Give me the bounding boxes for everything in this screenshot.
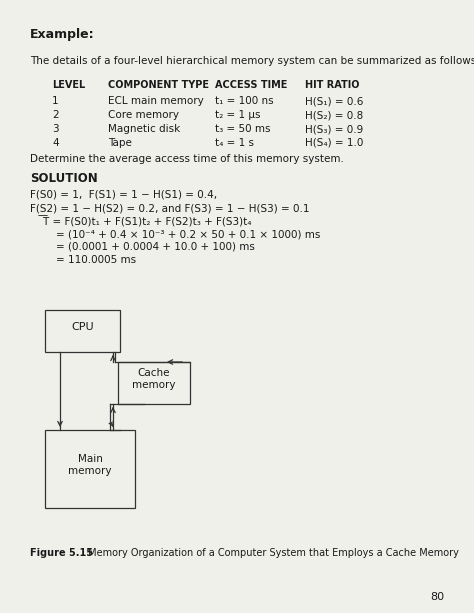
Text: H(S₂) = 0.8: H(S₂) = 0.8 <box>305 110 363 120</box>
Text: Figure 5.15: Figure 5.15 <box>30 548 93 558</box>
Bar <box>45 430 135 508</box>
Text: SOLUTION: SOLUTION <box>30 172 98 185</box>
Text: Tape: Tape <box>108 138 132 148</box>
Text: = 110.0005 ms: = 110.0005 ms <box>30 255 136 265</box>
Text: F(S2) = 1 − H(S2) = 0.2, and F(S3) = 1 − H(S3) = 0.1: F(S2) = 1 − H(S2) = 0.2, and F(S3) = 1 −… <box>30 203 310 213</box>
Text: The details of a four-level hierarchical memory system can be summarized as foll: The details of a four-level hierarchical… <box>30 56 474 66</box>
Text: ACCESS TIME: ACCESS TIME <box>215 80 287 90</box>
Text: Magnetic disk: Magnetic disk <box>108 124 180 134</box>
Text: 3: 3 <box>52 124 59 134</box>
Bar <box>45 310 120 352</box>
Text: H(S₃) = 0.9: H(S₃) = 0.9 <box>305 124 363 134</box>
Text: COMPONENT TYPE: COMPONENT TYPE <box>108 80 209 90</box>
Text: CPU: CPU <box>71 322 94 332</box>
Text: ͞T = F(S0)t₁ + F(S1)t₂ + F(S2)t₃ + F(S3)t₄: ͞T = F(S0)t₁ + F(S1)t₂ + F(S2)t₃ + F(S3)… <box>30 216 252 227</box>
Bar <box>118 362 190 404</box>
Text: Determine the average access time of this memory system.: Determine the average access time of thi… <box>30 154 344 164</box>
Text: 2: 2 <box>52 110 59 120</box>
Text: H(S₄) = 1.0: H(S₄) = 1.0 <box>305 138 364 148</box>
Text: 4: 4 <box>52 138 59 148</box>
Text: Cache
memory: Cache memory <box>132 368 176 390</box>
Text: t₂ = 1 μs: t₂ = 1 μs <box>215 110 261 120</box>
Text: t₁ = 100 ns: t₁ = 100 ns <box>215 96 273 106</box>
Text: = (10⁻⁴ + 0.4 × 10⁻³ + 0.2 × 50 + 0.1 × 1000) ms: = (10⁻⁴ + 0.4 × 10⁻³ + 0.2 × 50 + 0.1 × … <box>30 229 320 239</box>
Text: F(S0) = 1,  F(S1) = 1 − H(S1) = 0.4,: F(S0) = 1, F(S1) = 1 − H(S1) = 0.4, <box>30 190 217 200</box>
Text: LEVEL: LEVEL <box>52 80 85 90</box>
Text: Core memory: Core memory <box>108 110 179 120</box>
Text: 80: 80 <box>430 592 444 602</box>
Text: t₃ = 50 ms: t₃ = 50 ms <box>215 124 271 134</box>
Text: Memory Organization of a Computer System that Employs a Cache Memory: Memory Organization of a Computer System… <box>84 548 458 558</box>
Text: = (0.0001 + 0.0004 + 10.0 + 100) ms: = (0.0001 + 0.0004 + 10.0 + 100) ms <box>30 242 255 252</box>
Text: Main
memory: Main memory <box>68 454 112 476</box>
Text: 1: 1 <box>52 96 59 106</box>
Text: t₄ = 1 s: t₄ = 1 s <box>215 138 254 148</box>
Text: ECL main memory: ECL main memory <box>108 96 204 106</box>
Text: H(S₁) = 0.6: H(S₁) = 0.6 <box>305 96 364 106</box>
Text: HIT RATIO: HIT RATIO <box>305 80 359 90</box>
Text: Example:: Example: <box>30 28 95 41</box>
